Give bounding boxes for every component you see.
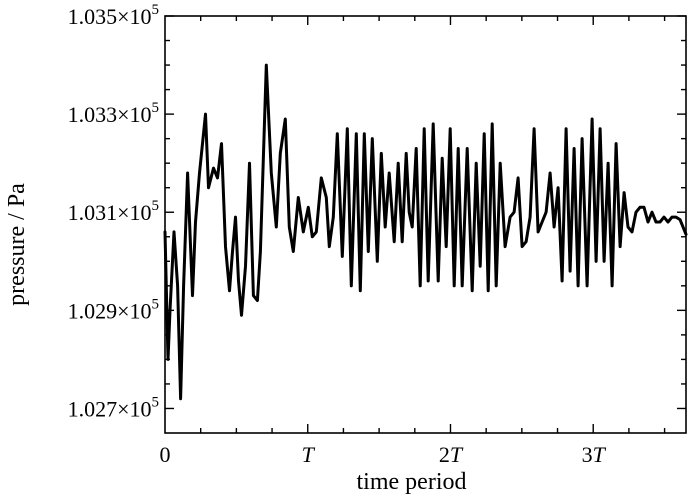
x-tick-label: T bbox=[302, 442, 316, 467]
x-tick-label: 0 bbox=[160, 442, 171, 467]
x-tick-period: T bbox=[450, 442, 464, 467]
y-axis-ticks: 1.027×1051.029×1051.031×1051.033×1051.03… bbox=[68, 2, 686, 421]
plot-frame bbox=[164, 15, 687, 434]
x-tick-multiplier: 2 bbox=[439, 442, 450, 467]
plot-area bbox=[163, 63, 688, 401]
y-tick-mantissa: 1.031 bbox=[68, 200, 118, 225]
y-tick-times: ×10 bbox=[117, 4, 151, 29]
y-tick-label: 1.035×105 bbox=[68, 2, 159, 29]
x-tick-label: 2T bbox=[439, 442, 464, 467]
y-tick-exponent: 5 bbox=[152, 2, 160, 18]
y-tick-exponent: 5 bbox=[152, 394, 160, 410]
y-tick-mantissa: 1.033 bbox=[68, 102, 118, 127]
x-tick-label: 3T bbox=[582, 442, 607, 467]
y-tick-times: ×10 bbox=[117, 200, 151, 225]
y-tick-label: 1.033×105 bbox=[68, 100, 159, 127]
x-tick-multiplier: 3 bbox=[582, 442, 593, 467]
y-tick-times: ×10 bbox=[117, 102, 151, 127]
y-tick-exponent: 5 bbox=[152, 198, 160, 214]
y-tick-exponent: 5 bbox=[152, 100, 160, 116]
y-tick-label: 1.027×105 bbox=[68, 394, 159, 421]
y-tick-exponent: 5 bbox=[152, 296, 160, 312]
x-axis-ticks: 0 T 2T 3T bbox=[160, 16, 666, 467]
y-axis-label: pressure / Pa bbox=[4, 183, 30, 306]
y-tick-mantissa: 1.027 bbox=[68, 396, 118, 421]
x-tick-period: T bbox=[593, 442, 607, 467]
y-tick-times: ×10 bbox=[117, 298, 151, 323]
y-tick-label: 1.029×105 bbox=[68, 296, 159, 323]
x-tick-multiplier: 0 bbox=[160, 442, 171, 467]
x-axis-label: time period bbox=[357, 469, 467, 495]
y-tick-label: 1.031×105 bbox=[68, 198, 159, 225]
series-line-0 bbox=[163, 63, 688, 401]
y-tick-mantissa: 1.035 bbox=[68, 4, 118, 29]
x-tick-period: T bbox=[302, 442, 316, 467]
y-tick-mantissa: 1.029 bbox=[68, 298, 118, 323]
y-tick-times: ×10 bbox=[117, 396, 151, 421]
